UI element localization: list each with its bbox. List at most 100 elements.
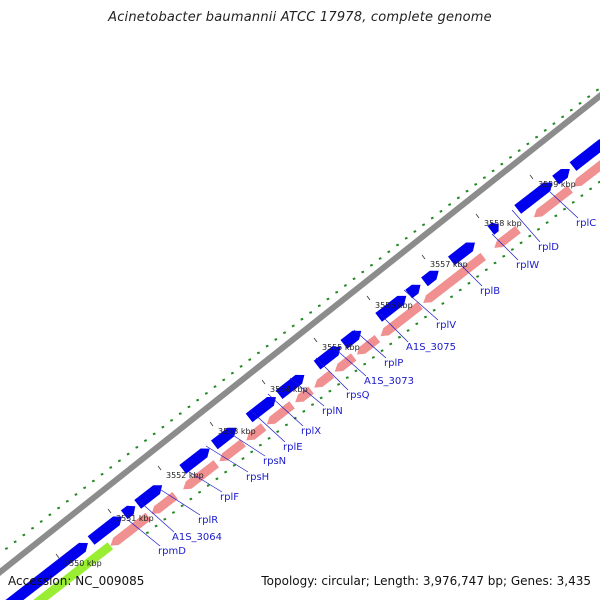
accession-text: Accession: NC_009085: [8, 574, 145, 588]
gc-skew-tick: [415, 322, 419, 326]
gc-skew-tick: [241, 457, 245, 460]
gc-skew-tick: [282, 331, 287, 335]
genome-stats-text: Topology: circular; Length: 3,976,747 bp…: [261, 574, 591, 588]
gc-skew-tick: [291, 324, 295, 328]
gc-skew-tick: [13, 540, 17, 544]
gc-skew-tick: [502, 254, 506, 258]
gc-skew-tick: [354, 369, 358, 373]
gc-skew-tick: [587, 95, 591, 99]
gene-label: A1S_3073: [364, 376, 414, 387]
reverse-gene: [295, 386, 314, 403]
gene-label: rplF: [220, 492, 239, 503]
gc-skew-tick: [552, 122, 556, 126]
gene-labels: rpmD A1S_3064 rplR rplF rpsH rpsN rplE rplXrplN…: [158, 218, 596, 557]
gc-skew-tick: [152, 432, 156, 436]
label-leader-line: [127, 519, 161, 547]
gc-skew-tick: [378, 257, 382, 260]
gc-skew-tick: [519, 241, 523, 245]
gc-skew-tick: [413, 230, 417, 233]
gc-skew-tick: [163, 517, 167, 521]
gc-skew-tick: [345, 376, 349, 380]
gene-label: A1S_3064: [172, 532, 222, 543]
gc-skew-tick: [126, 452, 130, 456]
kbp-tick-mark: [209, 421, 214, 427]
reverse-gene: [334, 353, 357, 372]
gene-label: rplV: [436, 320, 456, 331]
gc-skew-tick: [300, 317, 304, 321]
gc-skew-tick: [145, 531, 149, 535]
label-leader-line: [205, 445, 249, 473]
gc-skew-tick: [267, 436, 271, 440]
gc-skew-tick: [589, 187, 593, 191]
gc-skew-tick: [326, 297, 330, 301]
gc-skew-tick: [143, 439, 148, 442]
gene-label: rplB: [480, 286, 500, 297]
gc-skew-tick: [109, 466, 113, 469]
label-leader-line: [403, 289, 439, 321]
gc-skew-tick: [91, 479, 95, 483]
gc-skew-tick: [406, 329, 410, 332]
kbp-tick-label: 3556 kbp: [375, 301, 413, 310]
gc-skew-tick: [117, 459, 122, 463]
gc-skew-tick: [543, 129, 547, 132]
kbp-tick-mark: [475, 213, 480, 219]
reverse-gene: [356, 335, 381, 355]
gc-skew-tick: [580, 194, 584, 197]
gc-skew-tick: [517, 149, 521, 153]
forward-gene: [552, 169, 570, 185]
gene-label: rplE: [283, 442, 303, 453]
reverse-gene: [151, 492, 178, 514]
gc-skew-tick: [448, 203, 452, 206]
gc-skew-tick: [258, 443, 262, 447]
forward-gene: [5, 542, 88, 600]
kbp-tick-label: 3558 kbp: [484, 219, 522, 228]
gc-skew-tick: [528, 234, 532, 238]
label-leader-line: [137, 499, 175, 533]
label-leader-line: [491, 233, 519, 261]
gc-skew-tick: [4, 547, 9, 550]
gc-skew-tick: [135, 445, 139, 449]
forward-gene: [179, 448, 210, 474]
forward-gene: [375, 295, 407, 322]
label-leader-line: [185, 469, 223, 493]
gc-skew-tick: [204, 391, 208, 395]
gc-skew-tick: [248, 358, 252, 362]
gc-skew-tick: [154, 524, 158, 528]
gc-skew-tick: [274, 338, 278, 341]
forward-gene: [245, 397, 276, 423]
reverse-gene: [573, 160, 600, 187]
label-leader-line: [331, 345, 367, 377]
gc-skew-tick: [465, 189, 469, 193]
gc-skew-tick: [180, 504, 184, 508]
gc-skew-ticks: [4, 88, 600, 550]
gc-skew-tick: [256, 351, 261, 355]
gene-label: rpsN: [263, 456, 286, 467]
map-title: Acinetobacter baumannii ATCC 17978, comp…: [108, 10, 492, 25]
gc-skew-tick: [554, 214, 558, 218]
gc-skew-tick: [500, 162, 504, 166]
gc-skew-tick: [467, 281, 471, 285]
gc-skew-tick: [395, 243, 400, 247]
label-leader-line: [227, 431, 266, 457]
gene-label: rplC: [576, 218, 596, 229]
kbp-tick-mark: [366, 295, 371, 301]
gc-skew-tick: [319, 396, 323, 400]
kbp-tick-label: 3550 kbp: [64, 559, 102, 568]
gc-skew-tick: [456, 196, 460, 200]
gc-skew-tick: [276, 430, 280, 433]
forward-gene: [120, 505, 136, 520]
gc-skew-tick: [337, 383, 341, 386]
forward-gene: [569, 139, 600, 171]
kbp-tick-mark: [55, 553, 60, 559]
gc-skew-tick: [536, 227, 541, 231]
label-leader-line: [315, 357, 349, 391]
gc-skew-tick: [206, 484, 210, 487]
gc-skew-tick: [335, 290, 339, 294]
kbp-tick-label: 3553 kbp: [218, 427, 256, 436]
gc-skew-tick: [474, 182, 478, 186]
gc-skew-tick: [178, 412, 182, 415]
gc-skew-tick: [39, 520, 43, 523]
gene-label: rplW: [516, 260, 539, 271]
gene-label: rpsQ: [346, 390, 370, 401]
